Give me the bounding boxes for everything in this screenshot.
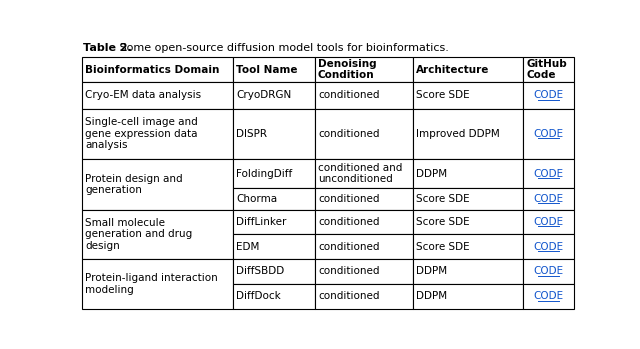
Bar — [233, 210, 315, 235]
Bar — [315, 188, 413, 210]
Text: DiffLinker: DiffLinker — [236, 217, 286, 227]
Bar — [233, 259, 315, 284]
Bar — [233, 188, 315, 210]
Text: DDPM: DDPM — [415, 266, 447, 276]
Text: Score SDE: Score SDE — [415, 217, 469, 227]
Bar — [83, 259, 233, 309]
Bar — [83, 210, 233, 259]
Text: Bioinformatics Domain: Bioinformatics Domain — [85, 65, 220, 75]
Text: conditioned and
unconditioned: conditioned and unconditioned — [318, 163, 403, 184]
Text: GitHub
Code: GitHub Code — [527, 59, 567, 80]
Bar — [315, 109, 413, 159]
Bar — [413, 82, 524, 109]
Bar — [413, 57, 524, 82]
Text: Chorma: Chorma — [236, 194, 277, 204]
Text: Score SDE: Score SDE — [415, 90, 469, 101]
Bar — [524, 57, 573, 82]
Bar — [83, 57, 233, 82]
Text: CODE: CODE — [534, 169, 564, 179]
Text: DiffSBDD: DiffSBDD — [236, 266, 284, 276]
Bar — [413, 284, 524, 309]
Text: Architecture: Architecture — [415, 65, 489, 75]
Bar — [233, 109, 315, 159]
Text: CryoDRGN: CryoDRGN — [236, 90, 291, 101]
Text: conditioned: conditioned — [318, 90, 380, 101]
Text: CODE: CODE — [534, 129, 564, 139]
Bar — [315, 259, 413, 284]
Bar — [83, 82, 233, 109]
Text: Table 2.: Table 2. — [83, 43, 132, 53]
Bar — [315, 159, 413, 188]
Bar — [315, 235, 413, 259]
Bar — [83, 109, 233, 159]
Text: CODE: CODE — [534, 217, 564, 227]
Bar — [233, 159, 315, 188]
Text: DiffDock: DiffDock — [236, 291, 281, 302]
Text: DDPM: DDPM — [415, 291, 447, 302]
Bar — [413, 159, 524, 188]
Text: CODE: CODE — [534, 242, 564, 252]
Bar — [524, 159, 573, 188]
Text: conditioned: conditioned — [318, 291, 380, 302]
Bar — [524, 284, 573, 309]
Text: conditioned: conditioned — [318, 217, 380, 227]
Bar — [524, 188, 573, 210]
Bar — [524, 210, 573, 235]
Text: Protein-ligand interaction
modeling: Protein-ligand interaction modeling — [85, 273, 218, 295]
Text: conditioned: conditioned — [318, 242, 380, 252]
Text: Score SDE: Score SDE — [415, 242, 469, 252]
Text: Improved DDPM: Improved DDPM — [415, 129, 499, 139]
Bar — [524, 259, 573, 284]
Bar — [233, 82, 315, 109]
Bar — [233, 235, 315, 259]
Bar — [413, 210, 524, 235]
Text: CODE: CODE — [534, 266, 564, 276]
Text: CODE: CODE — [534, 194, 564, 204]
Bar — [83, 159, 233, 210]
Bar — [315, 284, 413, 309]
Text: Cryo-EM data analysis: Cryo-EM data analysis — [85, 90, 202, 101]
Text: Single-cell image and
gene expression data
analysis: Single-cell image and gene expression da… — [85, 117, 198, 150]
Text: FoldingDiff: FoldingDiff — [236, 169, 292, 179]
Bar — [524, 235, 573, 259]
Bar — [524, 109, 573, 159]
Bar — [524, 82, 573, 109]
Bar — [315, 57, 413, 82]
Text: conditioned: conditioned — [318, 194, 380, 204]
Bar — [413, 188, 524, 210]
Text: Denoising
Condition: Denoising Condition — [318, 59, 376, 80]
Text: Score SDE: Score SDE — [415, 194, 469, 204]
Text: Protein design and
generation: Protein design and generation — [85, 173, 183, 195]
Text: DISPR: DISPR — [236, 129, 267, 139]
Text: conditioned: conditioned — [318, 129, 380, 139]
Text: conditioned: conditioned — [318, 266, 380, 276]
Bar — [233, 284, 315, 309]
Text: CODE: CODE — [534, 291, 564, 302]
Text: Tool Name: Tool Name — [236, 65, 298, 75]
Text: Some open-source diffusion model tools for bioinformatics.: Some open-source diffusion model tools f… — [116, 43, 449, 53]
Bar — [233, 57, 315, 82]
Text: EDM: EDM — [236, 242, 259, 252]
Text: DDPM: DDPM — [415, 169, 447, 179]
Bar — [413, 109, 524, 159]
Bar — [315, 82, 413, 109]
Bar — [413, 259, 524, 284]
Bar — [315, 210, 413, 235]
Text: Small molecule
generation and drug
design: Small molecule generation and drug desig… — [85, 218, 193, 251]
Bar — [413, 235, 524, 259]
Text: CODE: CODE — [534, 90, 564, 101]
